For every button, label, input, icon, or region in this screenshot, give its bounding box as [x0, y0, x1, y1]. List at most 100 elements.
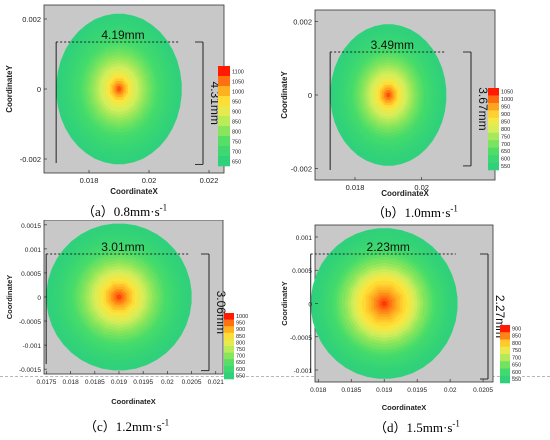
legend-label-a: 900 — [232, 110, 241, 116]
caption-d: （d）1.5mm·s-1 — [374, 417, 460, 436]
legend-label-b: 550 — [501, 164, 510, 170]
legend-swatch-b — [488, 102, 499, 111]
legend-label-a: 650 — [232, 160, 241, 166]
caption-b-value: 1.0mm·s — [404, 205, 451, 220]
width-dimension-label-d: 2.23mm — [367, 240, 410, 254]
contour-group-b — [330, 24, 447, 166]
y-tick-label-d: 0.0005 — [292, 268, 312, 275]
y-tick-label-d: -0.001 — [294, 368, 313, 375]
contour-band-c — [116, 294, 122, 300]
legend-label-c: 900 — [236, 327, 245, 333]
caption-a: （a）0.8mm·s-1 — [82, 201, 167, 220]
x-axis-label-a: CoordinateX — [110, 187, 158, 196]
legend-swatch-b — [488, 132, 499, 141]
panel-b: 0.018 0.02 0.002 0 -0.002 CoordinateX Coordina… — [275, 0, 550, 220]
legend-swatch-b — [488, 88, 499, 96]
y-tick-label-d: 0.001 — [296, 235, 313, 242]
legend-swatch-b — [488, 155, 499, 163]
legend-label-c: 550 — [236, 373, 245, 379]
legend-swatch-c — [224, 319, 234, 327]
contour-band-a — [116, 86, 122, 92]
y-tick-label-c: 0.0015 — [21, 223, 41, 230]
caption-b-exp: -1 — [450, 203, 458, 214]
legend-label-c: 800 — [236, 340, 245, 346]
x-tick-label-c: 0.021 — [208, 379, 225, 386]
page-guide-line — [0, 376, 550, 377]
legend-swatch-c — [224, 339, 234, 347]
legend-label-c: 600 — [236, 367, 245, 373]
x-tick-label-a: 0.022 — [200, 176, 219, 185]
caption-a-prefix: （a） — [82, 204, 114, 219]
legend-label-c: 1000 — [236, 314, 248, 320]
legend-label-a: 700 — [232, 150, 241, 156]
legend-label-c: 850 — [236, 334, 245, 340]
legend-label-d: 850 — [512, 334, 521, 340]
y-axis-label-b: CoordinateY — [280, 71, 289, 119]
legend-label-b: 650 — [501, 149, 510, 155]
legend-swatch-b — [488, 147, 499, 156]
legend-swatch-b — [488, 125, 499, 134]
x-tick-label-a: 0.018 — [80, 176, 99, 185]
x-tick-label-a: 0.02 — [142, 176, 157, 185]
legend-label-a: 950 — [232, 100, 241, 106]
legend-swatch-d — [500, 361, 510, 369]
y-tick-label-a: -0.002 — [20, 155, 41, 164]
heatmap-c: 0.0175 0.018 0.0185 0.019 0.0195 0.02 0.0205 0.… — [5, 219, 248, 406]
heatmap-b: 0.018 0.02 0.002 0 -0.002 CoordinateX Coordina… — [280, 9, 513, 198]
legend-swatch-a — [218, 136, 230, 147]
y-tick-label-c: 0.0005 — [21, 271, 41, 278]
legend-swatch-d — [500, 375, 510, 384]
caption-c: （c）1.2mm·s-1 — [84, 416, 169, 435]
height-dimension-label-b: 3.67mm — [476, 87, 490, 130]
legend-label-d: 700 — [512, 355, 521, 361]
legend-swatch-d — [500, 332, 510, 340]
x-tick-label-d: 0.0195 — [407, 387, 427, 394]
heatmap-a: 0.018 0.02 0.022 0.002 0 -0.002 CoordinateX Coo… — [5, 4, 244, 196]
legend-label-d: 650 — [512, 363, 521, 369]
legend-label-c: 750 — [236, 347, 245, 353]
legend-label-d: 900 — [512, 326, 521, 332]
legend-swatch-a — [218, 126, 230, 137]
x-tick-label-d: 0.0185 — [341, 387, 361, 394]
x-tick-label-c: 0.0205 — [182, 379, 202, 386]
x-tick-label-d: 0.019 — [376, 387, 393, 394]
y-tick-label-b: -0.002 — [291, 164, 312, 173]
legend-label-b: 700 — [501, 142, 510, 148]
legend-swatch-b — [488, 117, 499, 126]
x-axis-label-d: CoordinateX — [382, 403, 427, 412]
width-dimension-label-c: 3.01mm — [101, 240, 144, 254]
legend-label-b: 1050 — [501, 90, 513, 96]
legend-swatch-c — [224, 313, 234, 320]
legend-swatch-d — [500, 325, 510, 333]
legend-swatch-b — [488, 140, 499, 148]
x-tick-label-c: 0.018 — [62, 379, 79, 386]
caption-a-exp: -1 — [159, 202, 168, 213]
legend-swatch-d — [500, 346, 510, 355]
legend-label-a: 850 — [232, 120, 241, 126]
y-tick-label-c: -0.0015 — [19, 367, 41, 374]
y-tick-label-a: 0 — [37, 85, 41, 94]
legend-swatch-a — [218, 66, 230, 77]
y-tick-label-c: 0.001 — [25, 247, 42, 254]
contour-band-d — [381, 300, 387, 307]
y-tick-label-c: -0.001 — [23, 343, 42, 350]
caption-b: （b）1.0mm·s-1 — [372, 202, 458, 221]
caption-a-value: 0.8mm·s — [113, 204, 160, 219]
y-tick-label-c: 0 — [37, 295, 41, 302]
panel-a: 0.018 0.02 0.022 0.002 0 -0.002 CoordinateX Coo… — [0, 0, 275, 220]
legend-swatch-c — [224, 326, 234, 334]
heatmap-d: 0.018 0.0185 0.019 0.0195 0.02 0.0205 0.001 0.0… — [280, 224, 521, 412]
x-tick-label-b: 0.018 — [346, 183, 365, 192]
width-dimension-label-a: 4.19mm — [101, 28, 144, 42]
y-axis-label-c: CoordinateY — [5, 275, 14, 320]
caption-c-prefix: （c） — [84, 419, 116, 434]
legend-swatch-c — [224, 346, 234, 353]
contour-band-b — [386, 92, 391, 98]
legend-label-a: 1000 — [232, 90, 244, 96]
legend-swatch-c — [224, 332, 234, 340]
x-tick-label-c: 0.019 — [111, 379, 128, 386]
y-tick-label-d: -0.0005 — [290, 335, 312, 342]
legend-label-b: 800 — [501, 127, 510, 133]
x-tick-label-d: 0.02 — [444, 387, 457, 394]
legend-swatch-a — [218, 76, 230, 87]
